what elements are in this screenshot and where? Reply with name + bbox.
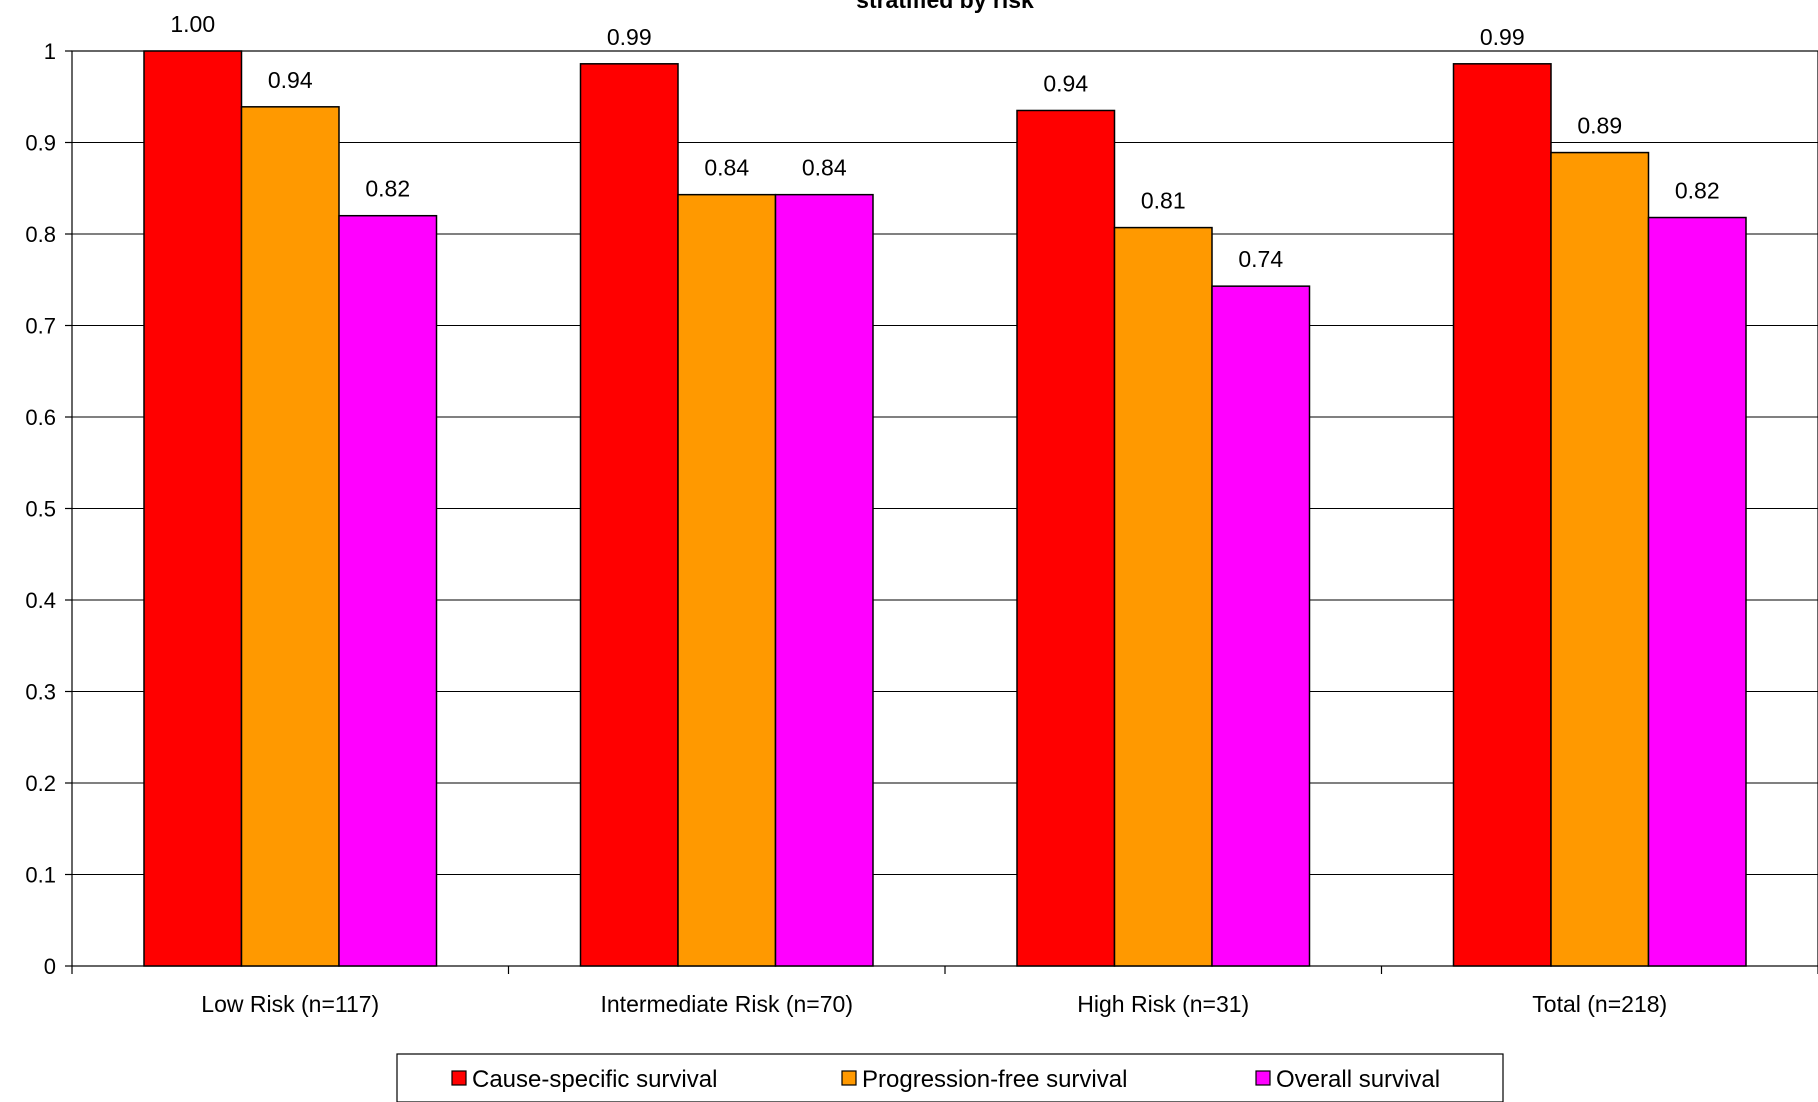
data-label: 0.89 (1577, 113, 1622, 139)
y-tick-label: 0.4 (25, 588, 56, 613)
data-label: 0.81 (1141, 188, 1186, 214)
x-category-label: Low Risk (n=117) (201, 991, 379, 1017)
bar (579, 63, 679, 967)
bars (143, 50, 1747, 967)
bar (1550, 151, 1650, 967)
y-tick-label: 0.1 (25, 863, 56, 888)
data-label: 0.74 (1238, 246, 1283, 272)
bar (240, 106, 340, 967)
bar (1113, 226, 1213, 967)
x-category-label: Intermediate Risk (n=70) (601, 991, 853, 1017)
x-category-label: High Risk (n=31) (1077, 991, 1249, 1017)
y-tick-label: 0.3 (25, 680, 56, 705)
y-tick-label: 0 (44, 954, 56, 979)
bar (1647, 216, 1747, 967)
legend: Cause-specific survival Progression-free … (396, 1053, 1504, 1102)
bar (338, 214, 438, 967)
bar (677, 193, 777, 967)
y-tick-label: 0.2 (25, 771, 56, 796)
data-label: 0.82 (1675, 178, 1720, 204)
y-tick-label: 0.7 (25, 314, 56, 339)
data-label: 0.94 (268, 67, 313, 93)
bar (1016, 109, 1116, 967)
x-category-label: Total (n=218) (1532, 991, 1667, 1017)
data-label: 0.84 (802, 155, 847, 181)
y-tick-label: 0.5 (25, 497, 56, 522)
x-axis: Low Risk (n=117) Intermediate Risk (n=70)… (71, 966, 1818, 1017)
chart-title: stratified by risk (856, 0, 1034, 13)
data-label: 1.00 (170, 11, 215, 37)
y-tick-label: 0.9 (25, 131, 56, 156)
bar (143, 50, 243, 967)
data-labels: 1.00 0.99 0.94 0.99 0.94 0.84 0.81 0.89 0.82 0.84… (170, 11, 1719, 272)
y-tick-label: 1 (44, 39, 56, 64)
legend-label: Progression-free survival (862, 1066, 1127, 1093)
data-label: 0.99 (1480, 24, 1525, 50)
legend-box (396, 1053, 1504, 1102)
data-label: 0.99 (607, 24, 652, 50)
y-tick-label: 0.8 (25, 222, 56, 247)
data-label: 0.82 (365, 176, 410, 202)
bar (1452, 63, 1552, 967)
data-label: 0.84 (704, 155, 749, 181)
legend-label: Cause-specific survival (472, 1066, 717, 1093)
y-tick-label: 0.6 (25, 405, 56, 430)
legend-label: Overall survival (1276, 1066, 1440, 1093)
bar (1211, 285, 1311, 967)
legend-swatch (1255, 1070, 1271, 1086)
legend-swatch (841, 1070, 857, 1086)
bar (774, 193, 874, 967)
data-label: 0.94 (1043, 70, 1088, 96)
y-axis: 0 0.1 0.2 0.3 0.4 0.5 0.6 0.7 0.8 0.9 1 (25, 39, 72, 979)
legend-swatch (451, 1070, 467, 1086)
